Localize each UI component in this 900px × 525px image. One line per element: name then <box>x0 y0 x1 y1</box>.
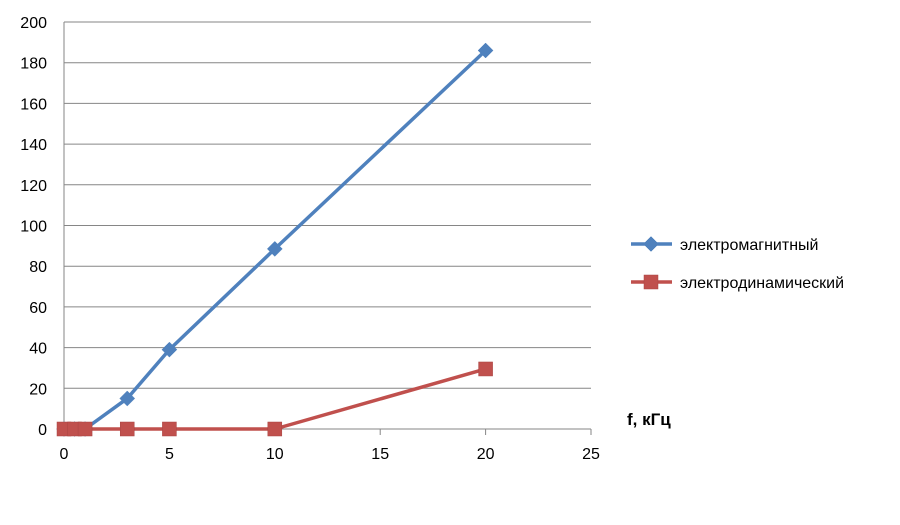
data-point <box>478 361 493 377</box>
y-tick-label: 60 <box>29 300 47 317</box>
y-tick-label: 180 <box>20 56 47 73</box>
data-point <box>266 241 283 257</box>
legend: электромагнитный электродинамический <box>631 236 844 292</box>
legend-entry: электродинамический <box>631 274 844 292</box>
y-tick-label: 100 <box>20 219 47 236</box>
data-point <box>161 341 178 358</box>
x-tick-label: 15 <box>371 446 389 463</box>
x-tick-label: 0 <box>60 446 69 463</box>
data-point <box>119 421 135 437</box>
legend-marker <box>643 274 659 290</box>
y-tick-label: 80 <box>29 259 47 276</box>
y-tick-label: 0 <box>38 422 47 439</box>
legend-label: электродинамический <box>680 275 844 292</box>
series-2 <box>56 361 493 437</box>
y-tick-label: 160 <box>20 96 47 113</box>
x-axis-label: f, кГц <box>627 410 671 429</box>
series-1 <box>56 42 494 437</box>
axes: 0 20 40 60 80 100 120 140 160 180 200 0 5 10 15 20 25 <box>20 15 600 463</box>
data-series <box>56 42 494 437</box>
x-tick-label: 10 <box>266 446 284 463</box>
legend-entry: электромагнитный <box>631 236 818 254</box>
data-point <box>477 42 494 59</box>
y-tick-label: 200 <box>20 15 47 32</box>
x-tick-label: 20 <box>477 446 495 463</box>
data-point <box>162 421 177 437</box>
y-tick-label: 140 <box>20 137 47 154</box>
y-tick-label: 20 <box>29 381 47 398</box>
gridlines <box>64 21 591 389</box>
data-point <box>77 421 93 437</box>
data-point <box>119 390 136 407</box>
data-point <box>267 421 283 437</box>
legend-label: электромагнитный <box>680 237 818 254</box>
x-tick-label: 25 <box>582 446 600 463</box>
series-line <box>62 48 488 431</box>
y-tick-label: 120 <box>20 178 47 195</box>
legend-marker <box>643 236 659 252</box>
x-tick-label: 5 <box>165 446 174 463</box>
y-tick-label: 40 <box>29 341 47 358</box>
